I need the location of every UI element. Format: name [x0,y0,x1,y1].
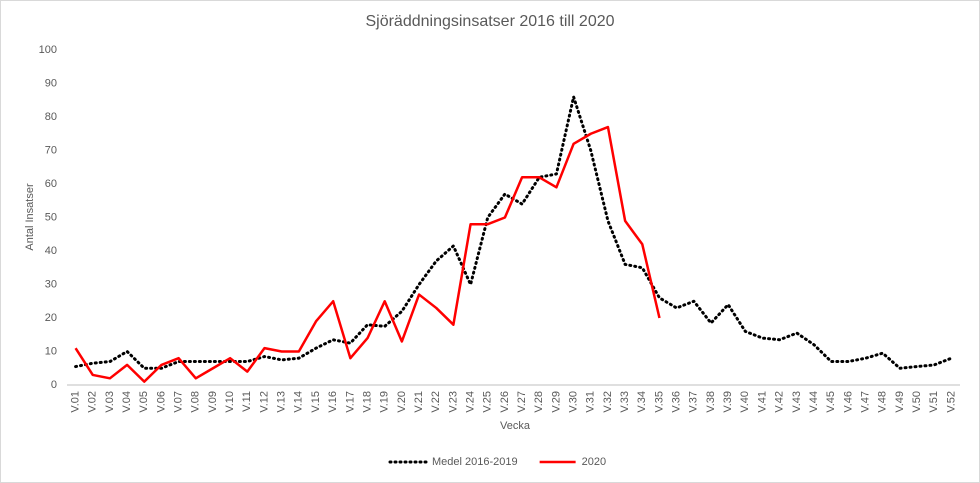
x-tick-label: V.10 [224,391,236,413]
chart-title: Sjöräddningsinsatser 2016 till 2020 [365,13,614,30]
x-tick-label: V.26 [499,391,511,413]
y-tick-label: 10 [45,345,57,357]
x-tick-label: V.08 [190,391,202,413]
y-tick-label: 50 [45,211,57,223]
x-tick-label: V.31 [585,391,597,413]
x-tick-label: V.51 [928,391,940,413]
x-tick-label: V.30 [568,391,580,413]
x-tick-label: V.11 [241,391,253,412]
x-tick-label: V.32 [602,391,614,413]
x-tick-label: V.03 [104,391,116,413]
x-tick-label: V.42 [774,391,786,413]
x-tick-label: V.38 [705,391,717,413]
x-tick-label: V.02 [87,391,99,413]
x-tick-label: V.16 [327,391,339,413]
x-tick-label: V.43 [791,391,803,413]
x-tick-label: V.52 [945,391,957,413]
x-tick-label: V.01 [69,391,81,413]
x-tick-label: V.05 [138,391,150,413]
x-tick-label: V.49 [894,391,906,413]
x-tick-label: V.17 [344,391,356,413]
x-tick-label: V.27 [516,391,528,413]
y-tick-label: 80 [45,111,57,123]
x-tick-label: V.47 [859,391,871,413]
y-tick-label: 40 [45,245,57,257]
x-tick-label: V.45 [825,391,837,413]
x-tick-label: V.07 [173,391,185,413]
legend-label: 2020 [582,456,606,468]
x-tick-label: V.36 [671,391,683,413]
x-tick-label: V.39 [722,391,734,413]
x-tick-label: V.06 [155,391,167,413]
x-tick-label: V.19 [379,391,391,413]
y-tick-label: 70 [45,144,57,156]
y-axis-label: Antal Insatser [24,183,36,251]
x-tick-label: V.18 [361,391,373,413]
y-tick-label: 0 [51,379,57,391]
x-tick-label: V.22 [430,391,442,413]
y-tick-label: 20 [45,312,57,324]
line-series [74,125,661,383]
y-tick-label: 30 [45,278,57,290]
x-tick-label: V.20 [396,391,408,413]
x-tick-label: V.50 [911,391,923,413]
x-tick-label: V.21 [413,391,425,413]
x-tick-label: V.48 [877,391,889,413]
x-tick-label: V.28 [533,391,545,413]
x-tick-label: V.09 [207,391,219,413]
x-tick-label: V.33 [619,391,631,413]
x-tick-label: V.12 [258,391,270,413]
x-tick-label: V.41 [756,391,768,413]
x-tick-label: V.14 [293,391,305,413]
y-tick-label: 90 [45,77,57,89]
y-tick-label: 60 [45,178,57,190]
legend-label: Medel 2016-2019 [432,456,518,468]
x-tick-label: V.13 [276,391,288,413]
x-tick-label: V.35 [653,391,665,413]
x-tick-label: V.40 [739,391,751,413]
x-tick-label: V.04 [121,391,133,413]
x-tick-label: V.24 [464,391,476,413]
x-tick-label: V.44 [808,391,820,413]
x-tick-label: V.15 [310,391,322,413]
x-tick-label: V.23 [447,391,459,413]
x-tick-label: V.37 [688,391,700,413]
x-tick-label: V.29 [550,391,562,413]
x-tick-label: V.34 [636,391,648,413]
y-tick-label: 100 [39,44,57,56]
x-tick-label: V.25 [482,391,494,413]
x-axis-label: Vecka [500,420,531,432]
x-tick-label: V.46 [842,391,854,413]
